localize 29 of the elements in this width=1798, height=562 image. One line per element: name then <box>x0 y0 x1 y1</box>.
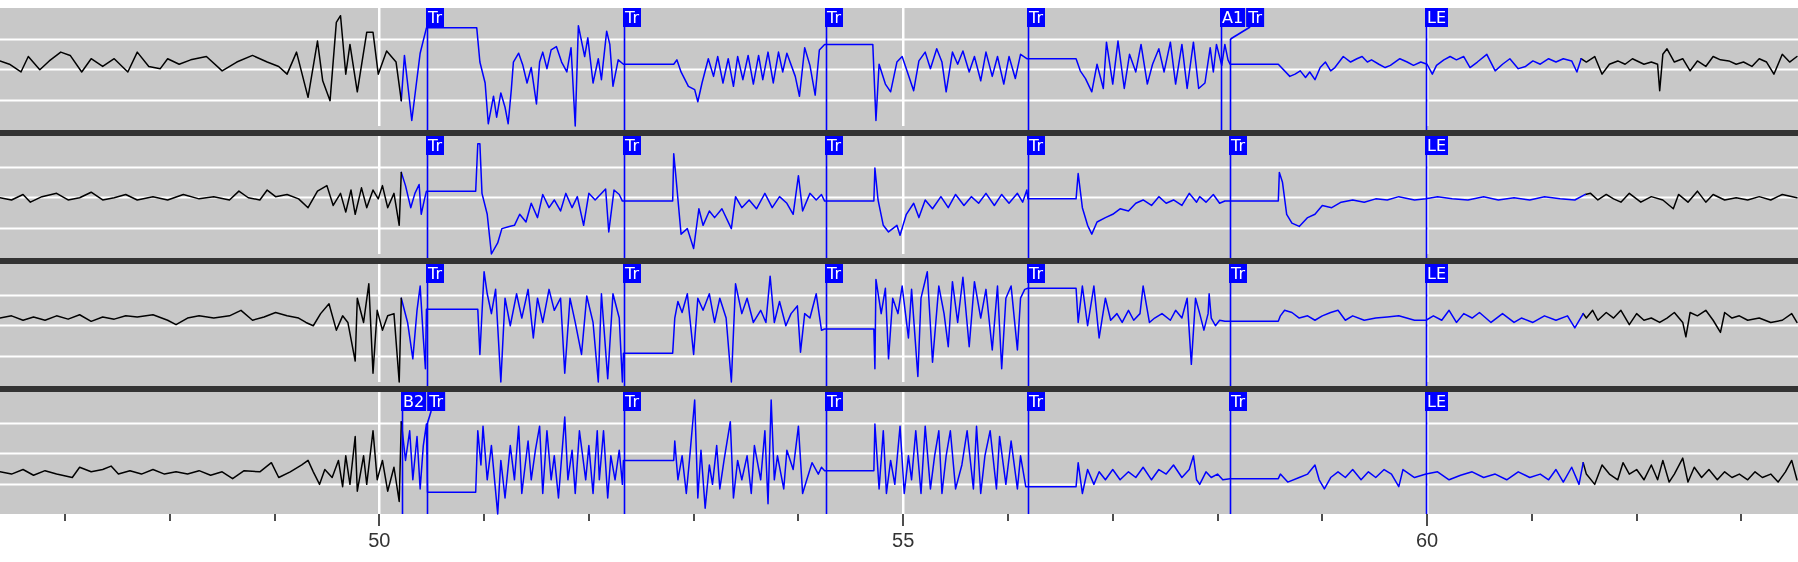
x-tick-label: 60 <box>1415 528 1439 551</box>
ref-line-label: Tr <box>1230 135 1246 155</box>
ref-line-label: LE <box>1427 391 1447 411</box>
ref-line-label: Tr <box>427 7 443 27</box>
ref-line-label: Tr <box>1230 391 1246 411</box>
ref-line-label: Tr <box>428 391 444 411</box>
ref-line-label: Tr <box>1230 263 1246 283</box>
ref-line-label: Tr <box>624 7 640 27</box>
x-tick-label: 50 <box>368 528 391 551</box>
ref-line-label: Tr <box>1028 7 1044 27</box>
ref-line-label: B2 <box>403 391 425 411</box>
ref-line-label: LE <box>1427 135 1447 155</box>
ref-line-label: LE <box>1427 7 1447 27</box>
ref-line-label: Tr <box>624 135 640 155</box>
ref-line-label: LE <box>1427 263 1447 283</box>
ref-line-label: Tr <box>1028 391 1044 411</box>
ref-line-label: A1 <box>1222 7 1244 27</box>
ref-line-label: Tr <box>1028 263 1044 283</box>
legend-label: Tr <box>1247 7 1263 27</box>
ref-line-label: Tr <box>826 263 842 283</box>
ref-line-label: Tr <box>826 7 842 27</box>
ref-line-label: Tr <box>427 135 443 155</box>
ref-line-label: Tr <box>826 135 842 155</box>
ref-line-label: Tr <box>1028 135 1044 155</box>
ref-line-label: Tr <box>624 391 640 411</box>
ref-line-label: Tr <box>624 263 640 283</box>
ref-line-label: Tr <box>826 391 842 411</box>
ref-line-label: Tr <box>427 263 443 283</box>
x-tick-label: 55 <box>892 528 915 551</box>
